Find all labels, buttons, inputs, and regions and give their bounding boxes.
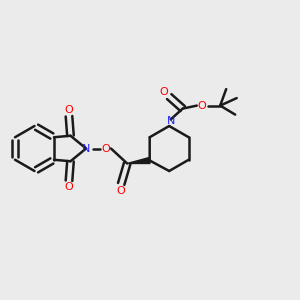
Text: O: O: [101, 143, 110, 154]
Text: O: O: [64, 105, 73, 115]
Text: N: N: [82, 143, 90, 154]
Polygon shape: [127, 158, 150, 164]
Text: O: O: [198, 100, 207, 111]
Text: O: O: [116, 185, 125, 196]
Text: O: O: [159, 87, 168, 97]
Text: O: O: [64, 182, 73, 192]
Text: N: N: [167, 116, 175, 126]
